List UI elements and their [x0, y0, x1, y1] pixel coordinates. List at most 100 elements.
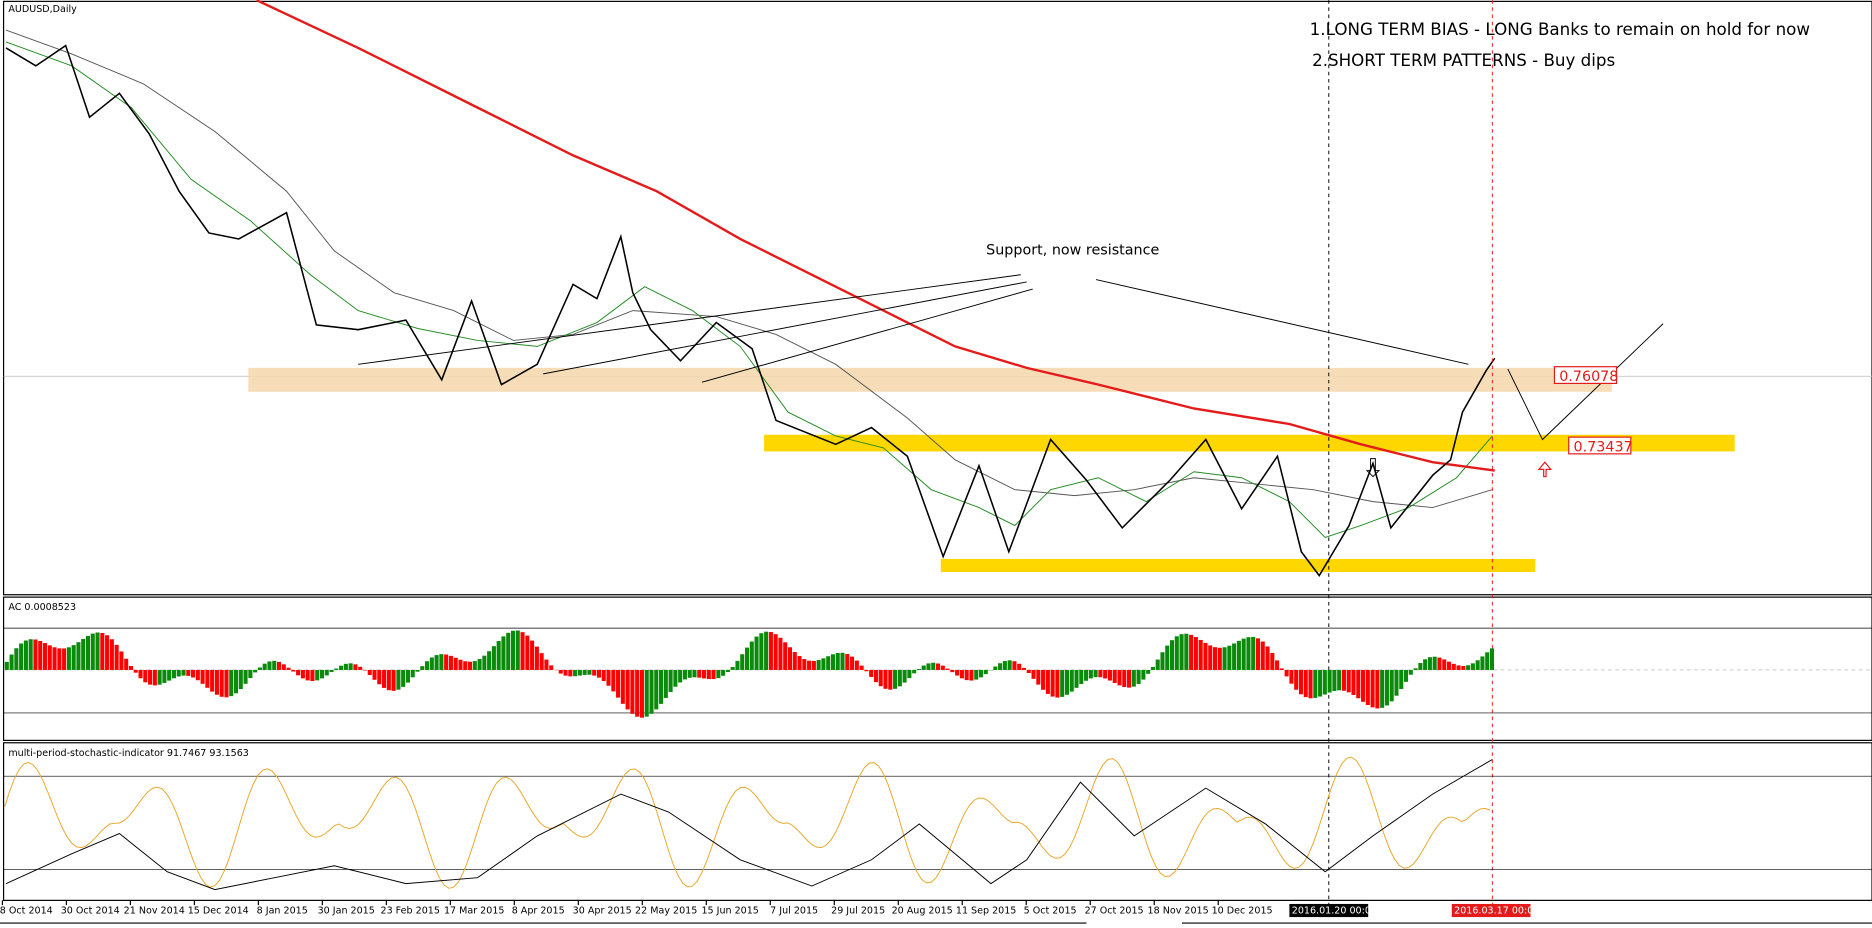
ac-bar	[768, 632, 773, 670]
ac-bar	[716, 669, 721, 679]
support-zone-low	[940, 558, 1536, 573]
ac-bar	[105, 635, 110, 670]
ac-bar	[959, 669, 964, 679]
ac-bar	[759, 633, 764, 670]
ac-bar	[152, 669, 157, 686]
ac-bar	[1155, 659, 1160, 670]
ac-bar	[448, 655, 453, 670]
ac-bar	[1203, 642, 1208, 670]
ac-bar	[1361, 669, 1366, 702]
ac-bar	[807, 660, 812, 670]
ac-bar	[802, 659, 807, 670]
ac-bar	[816, 660, 821, 670]
ac-bar	[878, 669, 883, 687]
ac-bar	[1079, 669, 1084, 685]
ac-bar	[544, 659, 549, 670]
ac-bar	[797, 656, 802, 670]
ac-bar	[1451, 663, 1456, 670]
ac-bar	[577, 669, 582, 676]
ac-bar	[334, 668, 339, 670]
x-tick-label: 17 Mar 2015	[444, 905, 505, 916]
ac-bar	[568, 669, 573, 677]
ac-bar	[1031, 669, 1036, 679]
x-tick-label: 30 Jan 2015	[318, 905, 375, 916]
stoch-slow	[5, 759, 1493, 891]
ac-bar	[783, 642, 788, 670]
ac-bar	[138, 669, 143, 679]
ac-bar	[744, 647, 750, 670]
ac-bar	[1437, 657, 1442, 670]
ac-bar	[496, 641, 501, 670]
ac-bar	[1208, 645, 1213, 670]
down-arrow	[1365, 458, 1381, 478]
ac-bar	[315, 669, 320, 681]
ac-bar	[573, 669, 578, 677]
ac-bar	[525, 635, 530, 670]
ac-bar	[725, 669, 730, 673]
ac-bar	[310, 669, 315, 682]
ac-bar	[888, 669, 893, 690]
ac-bar	[682, 669, 687, 680]
ac-bar	[401, 669, 406, 687]
ac-bar	[549, 665, 554, 670]
ac-bar	[1045, 669, 1050, 694]
ac-bar	[1088, 669, 1093, 679]
ac-bar	[1189, 634, 1194, 670]
x-tick-label: 8 Jan 2015	[257, 905, 308, 916]
marker-box	[1289, 903, 1369, 918]
ac-bar	[534, 646, 539, 670]
ac-histogram	[4, 630, 1495, 718]
ac-bar	[692, 669, 697, 678]
ac-bar	[420, 666, 425, 670]
ac-bar	[630, 669, 635, 714]
ac-bar	[840, 652, 845, 670]
ac-bar	[253, 669, 258, 673]
ac-bar	[38, 640, 43, 670]
ac-bar	[1351, 669, 1356, 695]
ac-bar	[663, 669, 668, 698]
ac-bar	[539, 653, 544, 670]
ac-bar	[224, 669, 229, 698]
ac-bar	[625, 669, 630, 710]
price-box	[1553, 366, 1618, 385]
ac-bar	[721, 669, 726, 676]
ac-bar	[964, 669, 969, 681]
ac-bar	[1255, 638, 1261, 670]
ac-bar	[33, 639, 38, 670]
price-series	[5, 44, 1496, 578]
x-tick-label: 5 Oct 2015	[1024, 905, 1077, 916]
ac-bar	[1394, 669, 1399, 696]
ac-bar	[1055, 669, 1060, 698]
ac-bar	[444, 654, 449, 670]
ac-bar	[348, 663, 353, 670]
ac-bar	[893, 669, 898, 689]
ac-bar	[1165, 645, 1170, 670]
ac-bar	[319, 669, 325, 679]
ac-bar	[1179, 634, 1184, 670]
ac-bar	[468, 661, 473, 670]
ac-bar	[826, 656, 831, 670]
ac-bar	[343, 663, 348, 670]
ac-bar	[229, 669, 234, 697]
ac-bar	[1198, 639, 1203, 670]
ac-bar	[639, 669, 644, 718]
ac-bar	[936, 663, 941, 670]
resistance-zone	[248, 367, 1612, 392]
ac-bar	[1408, 669, 1413, 675]
ac-bar	[1146, 669, 1151, 674]
ac-bar	[482, 655, 487, 670]
ac-bar	[520, 632, 525, 670]
ac-label: AC 0.0008523	[8, 602, 76, 613]
marker-box	[1451, 903, 1531, 918]
ac-bar	[702, 669, 707, 679]
price-label: 0.73437	[1574, 439, 1633, 455]
ac-bar	[195, 669, 200, 681]
ac-bar	[649, 669, 654, 714]
ac-bar	[14, 648, 19, 670]
ac-bar	[1212, 647, 1218, 670]
ac-bar	[730, 666, 735, 670]
x-tick-label: 29 Jul 2015	[831, 905, 885, 916]
ac-bar	[506, 632, 511, 670]
ac-bar	[1112, 669, 1117, 684]
